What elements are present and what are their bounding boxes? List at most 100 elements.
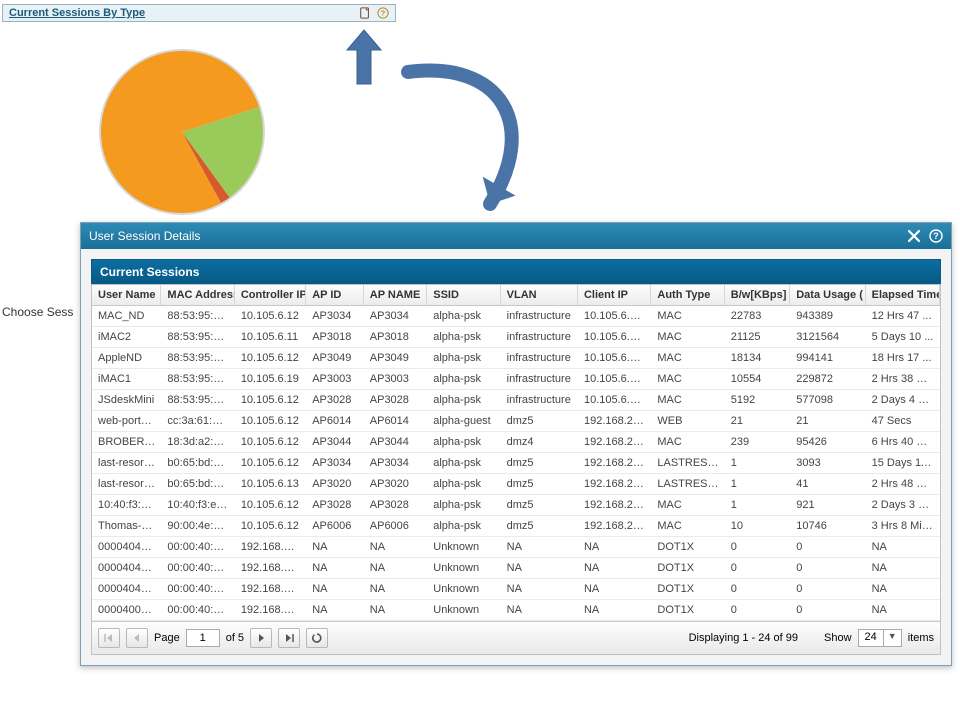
table-cell: MAC_ND [92,306,161,326]
table-cell: AP3028 [306,390,364,410]
table-cell: 10.105.6.12 [235,495,306,515]
table-cell: DOT1X [651,600,724,620]
table-cell: 239 [725,432,790,452]
column-header[interactable]: AP ID [306,285,364,305]
column-header[interactable]: MAC Address [161,285,234,305]
pager-next-button[interactable] [250,628,272,648]
table-cell: 10.105.6.12 [235,390,306,410]
table-cell: 5192 [725,390,790,410]
table-cell: alpha-psk [427,495,500,515]
table-cell: DOT1X [651,558,724,578]
column-header[interactable]: Client IP [578,285,651,305]
grid-body[interactable]: MAC_ND88:53:95:2a...10.105.6.12AP3034AP3… [92,306,940,621]
table-cell: 10.105.6.123 [578,390,651,410]
current-sessions-title: Current Sessions [91,259,941,284]
table-cell: 0 [790,558,865,578]
table-row[interactable]: 000040008f00:00:40:40...192.168.55....NA… [92,600,940,621]
pager-prev-button[interactable] [126,628,148,648]
table-cell: alpha-psk [427,432,500,452]
table-cell: 229872 [790,369,865,389]
column-header[interactable]: User Name [92,285,161,305]
table-row[interactable]: iMAC188:53:95:2a...10.105.6.19AP3003AP30… [92,369,940,390]
table-row[interactable]: web-portal-...cc:3a:61:0d...10.105.6.12A… [92,411,940,432]
table-row[interactable]: 000040400...00:00:40:40...192.168.55....… [92,579,940,600]
table-cell: NA [364,537,427,557]
close-icon[interactable] [907,229,921,243]
column-header[interactable]: VLAN [501,285,578,305]
table-cell: b0:65:bd:1a... [161,474,234,494]
export-pdf-icon[interactable] [359,7,371,19]
table-cell: AP6014 [306,411,364,431]
help-icon[interactable]: ? [929,229,943,243]
table-cell: 994141 [790,348,865,368]
table-cell: 88:53:95:2a... [161,369,234,389]
table-cell: 10.105.6.13 [235,474,306,494]
table-cell: AP3028 [306,495,364,515]
table-row[interactable]: MAC_ND88:53:95:2a...10.105.6.12AP3034AP3… [92,306,940,327]
pager-pagesize-select[interactable]: 24 ▼ [858,629,902,647]
table-cell: alpha-guest [427,411,500,431]
column-header[interactable]: AP NAME [364,285,427,305]
table-cell: 2 Hrs 48 Mi... [866,474,940,494]
table-cell: NA [501,558,578,578]
table-cell: AP3044 [364,432,427,452]
table-cell: 10.105.6.239 [578,369,651,389]
table-row[interactable]: Thomas-Ols...90:00:4e:5a...10.105.6.12AP… [92,516,940,537]
column-header[interactable]: B/w[KBps]▼ [725,285,790,305]
table-cell: 00:00:40:40... [161,600,234,620]
table-row[interactable]: last-resort-...b0:65:bd:1a...10.105.6.13… [92,474,940,495]
pager-page-input[interactable] [186,629,220,647]
table-row[interactable]: JSdeskMini88:53:95:28...10.105.6.12AP302… [92,390,940,411]
window-header[interactable]: User Session Details ? [81,223,951,249]
column-header[interactable]: Elapsed Time [866,285,940,305]
table-cell: MAC [651,495,724,515]
table-cell: AP3018 [364,327,427,347]
table-cell: MAC [651,369,724,389]
table-cell: infrastructure [501,369,578,389]
table-cell: MAC [651,327,724,347]
table-cell: NA [501,579,578,599]
sessions-grid: User NameMAC AddressController IPAP IDAP… [91,284,941,655]
table-row[interactable]: 000040400...00:00:40:40...192.168.55....… [92,558,940,579]
sessions-by-type-title[interactable]: Current Sessions By Type [9,7,359,19]
help-icon[interactable]: ? [377,7,389,19]
chevron-down-icon: ▼ [883,630,901,646]
table-cell: 577098 [790,390,865,410]
table-row[interactable]: BROBERTS-...18:3d:a2:2b...10.105.6.12AP3… [92,432,940,453]
table-cell: WEB [651,411,724,431]
pager-first-button[interactable] [98,628,120,648]
table-cell: infrastructure [501,327,578,347]
table-cell: 88:53:95:2a... [161,348,234,368]
table-cell: alpha-psk [427,327,500,347]
table-cell: cc:3a:61:0d... [161,411,234,431]
pager-refresh-button[interactable] [306,628,328,648]
table-row[interactable]: last-resort-...b0:65:bd:2c...10.105.6.12… [92,453,940,474]
table-row[interactable]: iMAC288:53:95:2c...10.105.6.11AP3018AP30… [92,327,940,348]
table-cell: 10.105.6.120 [578,306,651,326]
table-cell: 88:53:95:28... [161,390,234,410]
column-header[interactable]: SSID [427,285,500,305]
table-cell: NA [306,579,364,599]
table-cell: 15 Days 11... [866,453,940,473]
column-header[interactable]: Data Usage ( K [790,285,865,305]
table-cell: dmz5 [501,453,578,473]
table-cell: AP3020 [306,474,364,494]
table-cell: alpha-psk [427,474,500,494]
column-header[interactable]: Auth Type [651,285,724,305]
pager-last-button[interactable] [278,628,300,648]
table-cell: AP3034 [364,306,427,326]
column-header[interactable]: Controller IP [235,285,306,305]
table-cell: 10.105.6.12 [235,306,306,326]
table-cell: 2 Hrs 38 Mi... [866,369,940,389]
table-row[interactable]: AppleND88:53:95:2a...10.105.6.12AP3049AP… [92,348,940,369]
table-cell: 192.168.21... [578,411,651,431]
table-row[interactable]: 10:40:f3:e6:...10:40:f3:e6:...10.105.6.1… [92,495,940,516]
table-cell: AP3044 [306,432,364,452]
table-cell: AP3003 [306,369,364,389]
table-cell: NA [501,537,578,557]
table-cell: infrastructure [501,390,578,410]
table-cell: 18:3d:a2:2b... [161,432,234,452]
table-row[interactable]: 000040400...00:00:40:40...192.168.55....… [92,537,940,558]
table-cell: NA [364,600,427,620]
table-cell: 2 Days 4 Hr... [866,390,940,410]
